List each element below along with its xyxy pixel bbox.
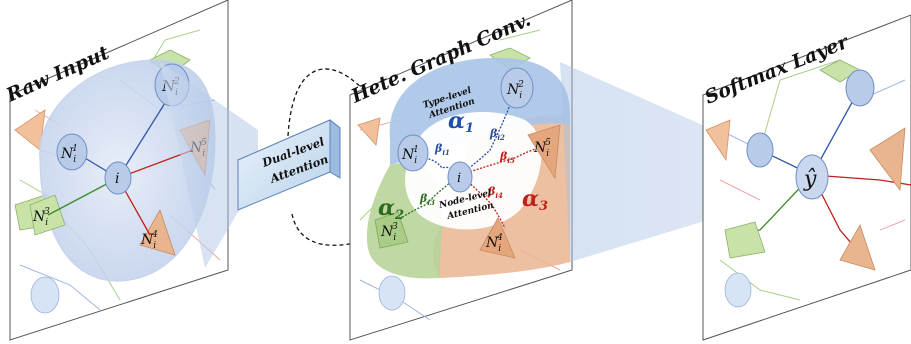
hete-node-n1 [397,134,429,172]
funnel-hete-to-softmax [560,62,800,262]
node-level-zone [405,112,542,230]
hete-node-n2-label: Ni2 [506,80,524,101]
softmax-node-output [795,154,829,200]
raw-orange-tri-n4 [139,209,176,256]
softmax-output-label: ŷ [803,167,817,192]
softmax-orange-bottom [839,224,876,271]
raw-node-n3-label: Ni3 [32,207,50,228]
softmax-orange-right [869,127,906,192]
beta-i4: βi4 [487,185,503,200]
softmax-green-bottom [724,221,766,259]
hete-orange-triangle-left [357,117,381,146]
raw-green-n3 [29,194,66,236]
hete-node-center-label: i [457,171,461,186]
hete-node-n5-label: Ni5 [533,138,551,159]
alpha-1: α1 [448,108,474,136]
hete-orange-tri-n5 [527,124,561,180]
funnel-raw-to-dual [160,62,258,268]
raw-node-center [104,161,132,195]
softmax-blue-ellipse-bottom [724,272,752,308]
beta-i2: βi2 [489,127,505,142]
raw-node-center-label: i [115,171,119,187]
raw-node-n1-label: Ni1 [60,144,78,165]
softmax-panel: ŷ Softmax Layer [702,14,911,341]
beta-i1: βi1 [434,142,450,157]
raw-orange-triangle [14,109,46,151]
hete-node-center [447,161,473,193]
raw-node-n1 [56,133,88,171]
hete-green-n3 [374,211,409,249]
hete-node-n1-label: Ni1 [401,145,419,166]
hete-orange-tri-n4 [479,217,516,259]
alpha-2: α2 [378,195,404,223]
beta-i3: βi3 [419,192,435,207]
softmax-orange-left [705,119,731,162]
softmax-node-top [845,69,875,107]
raw-blue-ellipse-bottom [30,276,60,314]
hete-blue-ellipse-bottom [378,275,406,311]
raw-node-n4-label: Ni4 [140,230,158,251]
hete-graph-panel: Ni2 Ni1 i Ni5 Ni4 Ni3 βi1 βi2 βi5 βi4 βi… [347,0,573,341]
beta-i5: βi5 [499,150,515,165]
hete-node-n2 [500,67,534,109]
alpha-3: α3 [522,186,548,214]
hete-node-n4-label: Ni4 [485,233,503,254]
softmax-node-left [746,132,774,168]
hete-node-n3-label: Ni3 [380,222,398,243]
